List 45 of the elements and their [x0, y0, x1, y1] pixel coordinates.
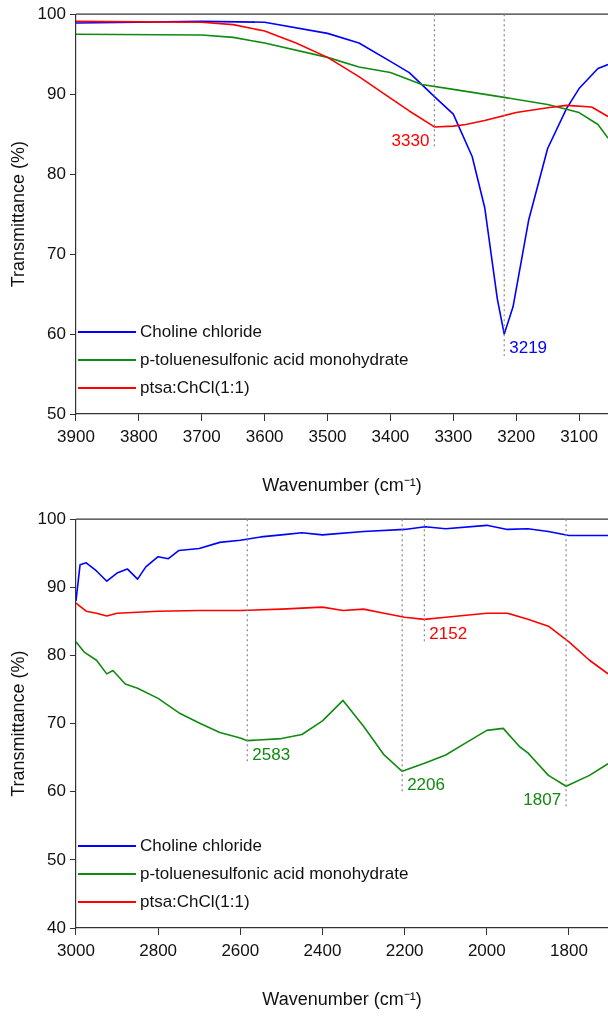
- legend-label: ptsa:ChCl(1:1): [139, 377, 250, 397]
- x-tick-label: 3400: [371, 426, 410, 446]
- x-tick-label: 2800: [139, 940, 178, 960]
- ref-line-label: 3330: [391, 131, 430, 151]
- x-tick-label: 2000: [467, 940, 506, 960]
- y-tick-label: 100: [37, 508, 66, 528]
- y-tick-label: 70: [47, 713, 66, 733]
- y-axis-title: Transmittance (%): [7, 140, 28, 288]
- x-tick-label: 2200: [385, 940, 424, 960]
- x-tick-label: 1800: [550, 940, 588, 960]
- y-tick-label: 40: [47, 917, 66, 937]
- y-tick-label: 50: [47, 849, 66, 869]
- legend-label: p-toluenesulfonic acid monohydrate: [139, 863, 409, 883]
- legend-label: ptsa:ChCl(1:1): [139, 891, 250, 911]
- x-tick-label: 3900: [57, 426, 95, 446]
- y-tick-label: 80: [47, 163, 66, 183]
- legend-label: Choline chloride: [139, 321, 262, 341]
- y-tick-label: 100: [37, 3, 66, 23]
- ref-line-label: 3219: [509, 338, 548, 358]
- x-tick-label: 2600: [221, 940, 260, 960]
- y-tick-label: 80: [47, 645, 66, 665]
- y-tick-label: 60: [47, 323, 66, 343]
- x-tick-label: 3000: [57, 940, 95, 960]
- x-axis-title: Wavenumber (cm⁻¹): [262, 989, 422, 1010]
- x-tick-label: 3500: [308, 426, 347, 446]
- y-tick-label: 90: [47, 83, 66, 103]
- y-tick-label: 50: [47, 403, 66, 423]
- y-tick-label: 70: [47, 243, 66, 263]
- x-tick-label: 3100: [560, 426, 598, 446]
- x-tick-label: 2400: [303, 940, 342, 960]
- x-tick-label: 3800: [119, 426, 158, 446]
- legend-label: p-toluenesulfonic acid monohydrate: [139, 349, 409, 369]
- ref-line-label: 2206: [407, 775, 445, 795]
- y-tick-label: 60: [47, 781, 66, 801]
- y-tick-label: 90: [47, 577, 66, 597]
- x-tick-label: 3700: [182, 426, 221, 446]
- y-axis-title: Transmittance (%): [7, 650, 28, 797]
- ref-line-label: 2583: [252, 744, 291, 764]
- x-tick-label: 3300: [434, 426, 473, 446]
- legend-label: Choline chloride: [139, 835, 262, 855]
- ref-line-label: 2152: [429, 623, 468, 643]
- x-tick-label: 3600: [245, 426, 284, 446]
- ref-line-label: 1807: [523, 790, 562, 810]
- x-tick-label: 3200: [497, 426, 536, 446]
- x-axis-title: Wavenumber (cm⁻¹): [262, 475, 422, 496]
